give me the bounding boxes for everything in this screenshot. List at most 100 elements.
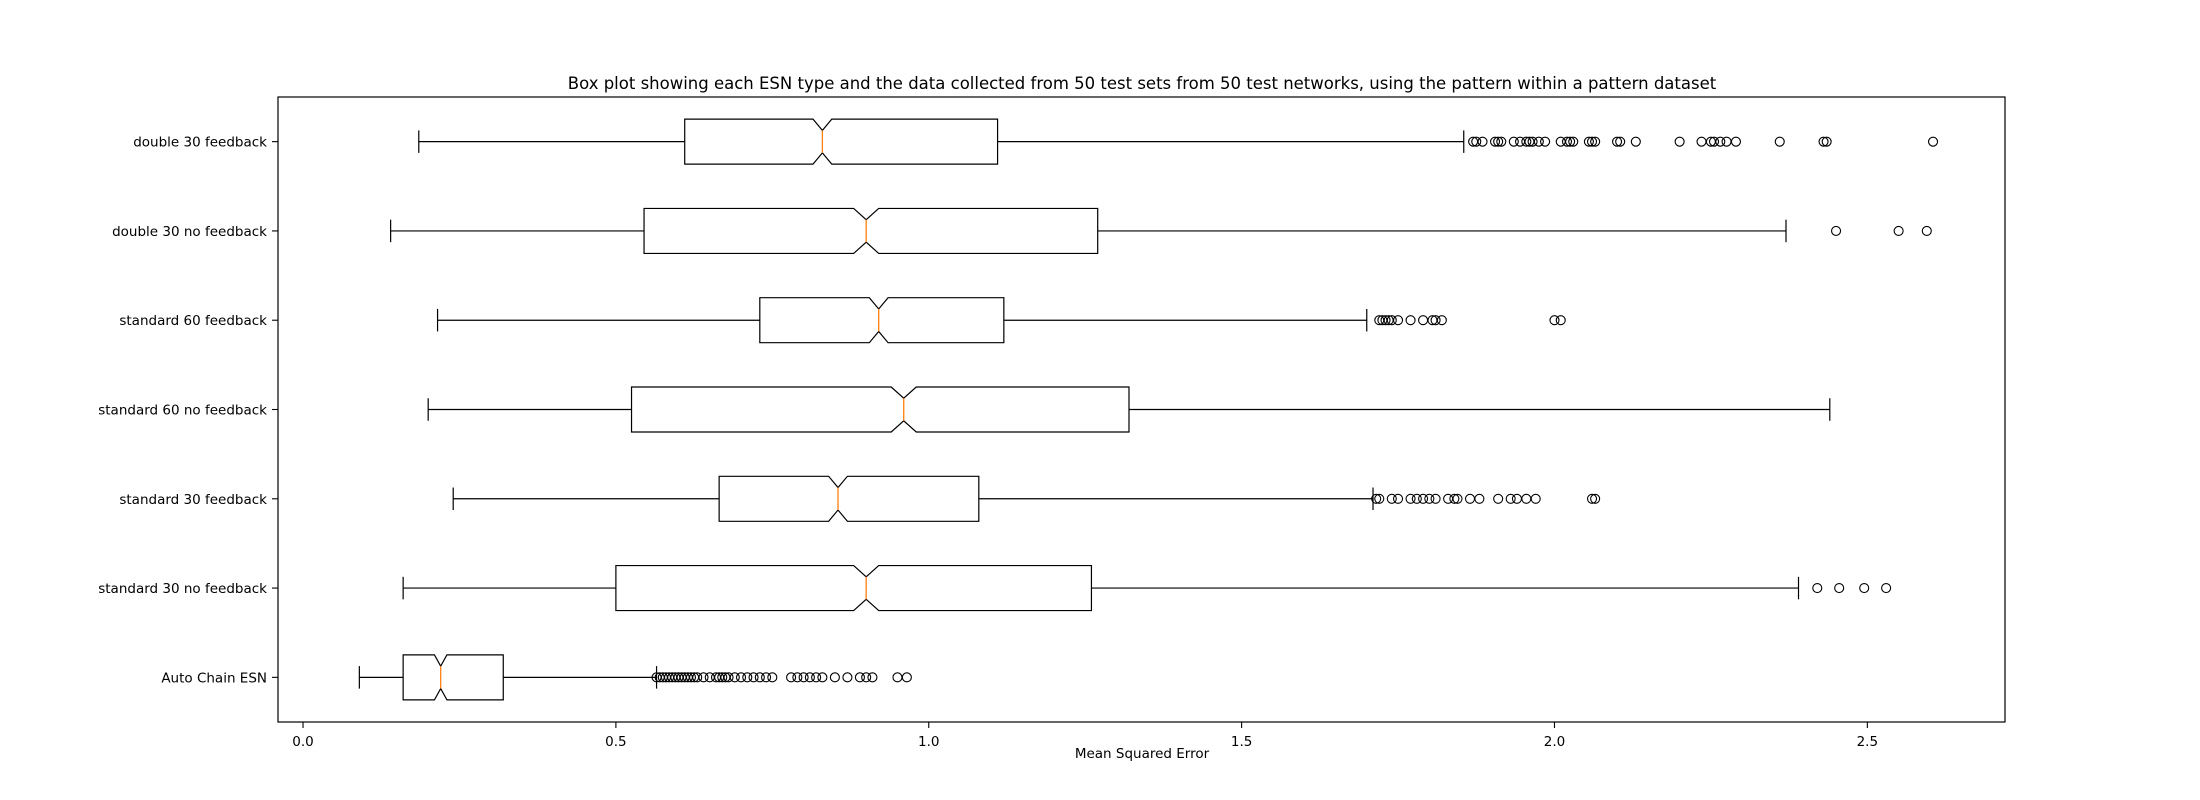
outlier-double-30-feedback-26 (1708, 136, 1720, 147)
outlier-standard-30-feedback-15 (1505, 493, 1516, 504)
outlier-double-30-feedback-27 (1715, 136, 1726, 147)
plot-area: Auto Chain ESN standard 30 no feedback sta… (98, 96, 2006, 750)
y-tick-label-standard-60-feedback: standard 60 feedback (119, 313, 267, 329)
outlier-double-30-feedback-24 (1696, 136, 1707, 147)
outlier-double-30-feedback-8 (1521, 136, 1532, 147)
outlier-double-30-feedback-18 (1586, 136, 1598, 147)
outlier-double-30-no-feedback-1 (1893, 225, 1904, 236)
outlier-auto-chain-esn-25 (754, 672, 765, 683)
outlier-double-30-feedback-33 (1927, 136, 1939, 147)
box-standard-30-no-feedback (615, 564, 1093, 612)
outlier-double-30-feedback-10 (1527, 136, 1538, 147)
outlier-standard-60-feedback-10 (1436, 315, 1447, 326)
outlier-standard-60-feedback-6 (1405, 315, 1416, 326)
outlier-auto-chain-esn-28 (786, 672, 797, 683)
outlier-auto-chain-esn-27 (767, 672, 778, 683)
outlier-auto-chain-esn-26 (761, 672, 772, 683)
outlier-double-30-feedback-28 (1721, 136, 1732, 147)
outlier-auto-chain-esn-24 (748, 672, 759, 683)
outlier-standard-60-feedback-11 (1549, 315, 1560, 326)
outlier-standard-30-feedback-7 (1424, 493, 1435, 504)
outlier-auto-chain-esn-30 (798, 672, 809, 683)
outlier-standard-30-feedback-3 (1392, 493, 1404, 504)
outlier-standard-30-feedback-12 (1464, 493, 1476, 504)
outlier-standard-60-feedback-5 (1392, 315, 1404, 326)
outlier-double-30-feedback-14 (1561, 136, 1573, 147)
outlier-double-30-feedback-6 (1508, 136, 1519, 147)
outlier-double-30-feedback-32 (1821, 136, 1832, 147)
outlier-auto-chain-esn-40 (901, 672, 912, 683)
box-double-30-feedback (684, 118, 999, 165)
outlier-double-30-no-feedback-0 (1831, 225, 1842, 236)
x-tick-label-4: 2.0 (1544, 734, 1565, 750)
outlier-standard-60-feedback-12 (1555, 315, 1566, 326)
outlier-auto-chain-esn-29 (792, 672, 803, 683)
box-auto-chain-esn (402, 654, 504, 701)
outlier-standard-30-feedback-8 (1430, 493, 1441, 504)
outlier-standard-30-feedback-13 (1474, 493, 1485, 504)
outlier-auto-chain-esn-22 (735, 672, 747, 683)
outlier-double-30-feedback-23 (1674, 136, 1685, 147)
outlier-standard-30-no-feedback-1 (1834, 583, 1845, 594)
outlier-double-30-feedback-17 (1583, 136, 1594, 147)
outlier-auto-chain-esn-33 (817, 672, 828, 683)
outlier-standard-30-feedback-5 (1411, 493, 1422, 504)
outlier-double-30-feedback-22 (1630, 136, 1641, 147)
outlier-double-30-feedback-2 (1477, 136, 1488, 147)
outlier-standard-30-no-feedback-3 (1881, 583, 1892, 594)
outlier-auto-chain-esn-39 (892, 672, 903, 683)
x-tick-label-0: 0.0 (292, 734, 313, 750)
outlier-auto-chain-esn-34 (829, 672, 840, 683)
outlier-standard-30-feedback-20 (1590, 493, 1601, 504)
outlier-double-30-feedback-30 (1774, 136, 1785, 147)
x-tick-label-2: 1.0 (918, 734, 939, 750)
outlier-auto-chain-esn-38 (867, 672, 878, 683)
y-tick-label-double-30-feedback: double 30 feedback (133, 135, 267, 151)
outlier-double-30-feedback-4 (1493, 136, 1504, 147)
outlier-double-30-feedback-16 (1568, 136, 1579, 147)
outlier-double-30-feedback-12 (1540, 136, 1551, 147)
outlier-double-30-feedback-1 (1471, 136, 1482, 147)
outlier-standard-30-feedback-10 (1449, 493, 1460, 504)
outlier-auto-chain-esn-36 (854, 672, 865, 683)
box-standard-30-feedback (718, 475, 980, 522)
x-tick-label-3: 1.5 (1231, 734, 1252, 750)
x-axis-label: Mean Squared Error (1075, 746, 1210, 762)
outlier-auto-chain-esn-23 (742, 672, 753, 683)
outlier-auto-chain-esn-35 (842, 672, 853, 683)
outlier-standard-60-feedback-2 (1380, 315, 1391, 326)
outlier-double-30-feedback-20 (1612, 136, 1623, 147)
outlier-double-30-feedback-11 (1533, 136, 1544, 147)
outlier-auto-chain-esn-20 (723, 672, 734, 683)
outlier-standard-60-feedback-9 (1430, 315, 1441, 326)
outlier-standard-60-feedback-7 (1418, 315, 1429, 326)
y-tick-label-standard-30-no-feedback: standard 30 no feedback (98, 581, 267, 597)
outlier-standard-30-feedback-14 (1493, 493, 1504, 504)
outlier-standard-30-no-feedback-0 (1812, 583, 1823, 594)
outlier-auto-chain-esn-11 (685, 672, 697, 683)
outlier-auto-chain-esn-18 (717, 672, 728, 683)
outlier-standard-30-feedback-17 (1521, 493, 1532, 504)
outlier-standard-30-feedback-16 (1511, 493, 1522, 504)
outlier-double-30-feedback-21 (1615, 136, 1626, 147)
outlier-double-30-feedback-19 (1590, 136, 1601, 147)
outlier-standard-30-feedback-0 (1371, 493, 1382, 504)
outlier-auto-chain-esn-31 (804, 672, 815, 683)
outlier-auto-chain-esn-21 (729, 672, 740, 683)
outlier-auto-chain-esn-32 (811, 672, 822, 683)
outlier-double-30-feedback-15 (1565, 136, 1576, 147)
y-tick-label-double-30-no-feedback: double 30 no feedback (112, 224, 267, 240)
outlier-auto-chain-esn-13 (692, 672, 703, 683)
box-standard-60-no-feedback (630, 386, 1130, 433)
outlier-standard-30-feedback-6 (1418, 493, 1429, 504)
outlier-double-30-no-feedback-2 (1921, 225, 1932, 236)
outlier-standard-30-feedback-1 (1374, 493, 1385, 504)
chart-title: Box plot showing each ESN type and the d… (568, 74, 1717, 93)
outlier-standard-30-feedback-4 (1405, 493, 1416, 504)
x-tick-label-1: 0.5 (605, 734, 626, 750)
y-tick-label-auto-chain-esn: Auto Chain ESN (161, 670, 267, 686)
x-tick-label-5: 2.5 (1857, 734, 1878, 750)
outlier-double-30-feedback-3 (1489, 136, 1501, 147)
box-standard-60-feedback (759, 297, 1005, 344)
